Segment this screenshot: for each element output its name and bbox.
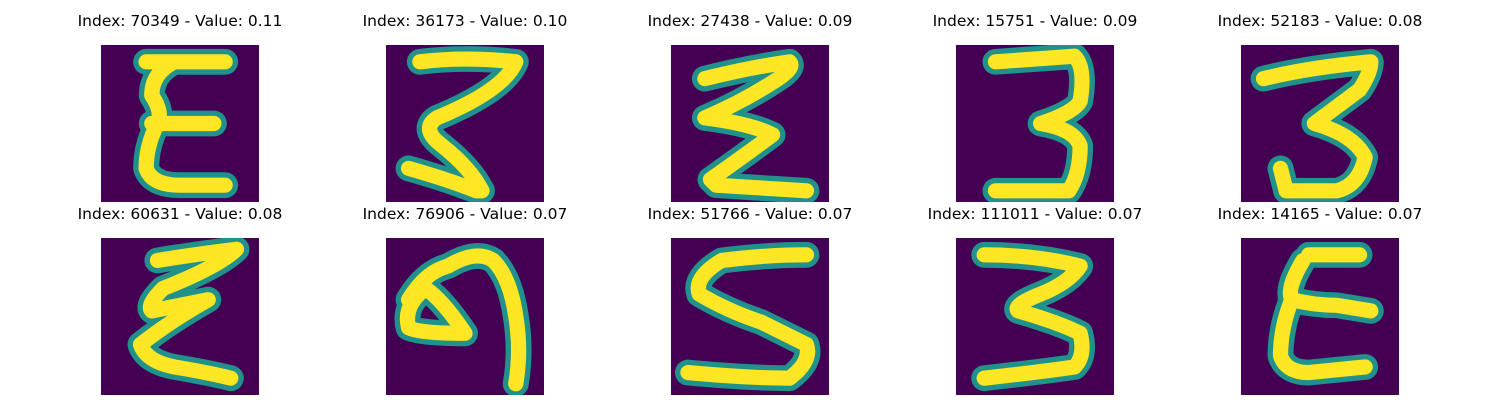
glyph-image [671,238,829,395]
glyph-image [101,238,259,395]
panel-title: Index: 111011 - Value: 0.07 [927,205,1143,223]
glyph-panel: Index: 70349 - Value: 0.11 [60,10,300,202]
glyph-panel: Index: 60631 - Value: 0.08 [60,203,300,395]
panel-title: Index: 52183 - Value: 0.08 [1217,12,1423,30]
panel-title: Index: 60631 - Value: 0.08 [77,205,283,223]
glyph-image [386,238,544,395]
glyph-panel: Index: 76906 - Value: 0.07 [345,203,585,395]
glyph-panel: Index: 111011 - Value: 0.07 [915,203,1155,395]
glyph-stroke [680,247,816,386]
glyph-image [1241,238,1399,395]
panel-title: Index: 70349 - Value: 0.11 [77,12,283,30]
panel-title: Index: 51766 - Value: 0.07 [647,205,853,223]
glyph-panel: Index: 15751 - Value: 0.09 [915,10,1155,202]
glyph-panel: Index: 14165 - Value: 0.07 [1200,203,1440,395]
glyph-image [956,238,1114,395]
glyph-image [101,45,259,202]
glyph-image [1241,45,1399,202]
glyph-stroke [1255,54,1379,199]
glyph-stroke [697,54,815,199]
glyph-stroke [987,48,1090,199]
glyph-stroke [400,51,524,199]
glyph-image [671,45,829,202]
glyph-stroke [132,241,245,386]
glyph-panel: Index: 27438 - Value: 0.09 [630,10,870,202]
glyph-stroke [138,54,233,193]
glyph-stroke [399,248,527,392]
panel-title: Index: 14165 - Value: 0.07 [1217,205,1423,223]
glyph-panel: Index: 52183 - Value: 0.08 [1200,10,1440,202]
glyph-image [386,45,544,202]
panel-title: Index: 76906 - Value: 0.07 [362,205,568,223]
panel-title: Index: 36173 - Value: 0.10 [362,12,568,30]
glyph-stroke [1272,247,1379,381]
glyph-stroke [976,247,1090,386]
glyph-panel: Index: 51766 - Value: 0.07 [630,203,870,395]
panel-title: Index: 27438 - Value: 0.09 [647,12,853,30]
panel-title: Index: 15751 - Value: 0.09 [932,12,1138,30]
glyph-panel: Index: 36173 - Value: 0.10 [345,10,585,202]
glyph-image [956,45,1114,202]
